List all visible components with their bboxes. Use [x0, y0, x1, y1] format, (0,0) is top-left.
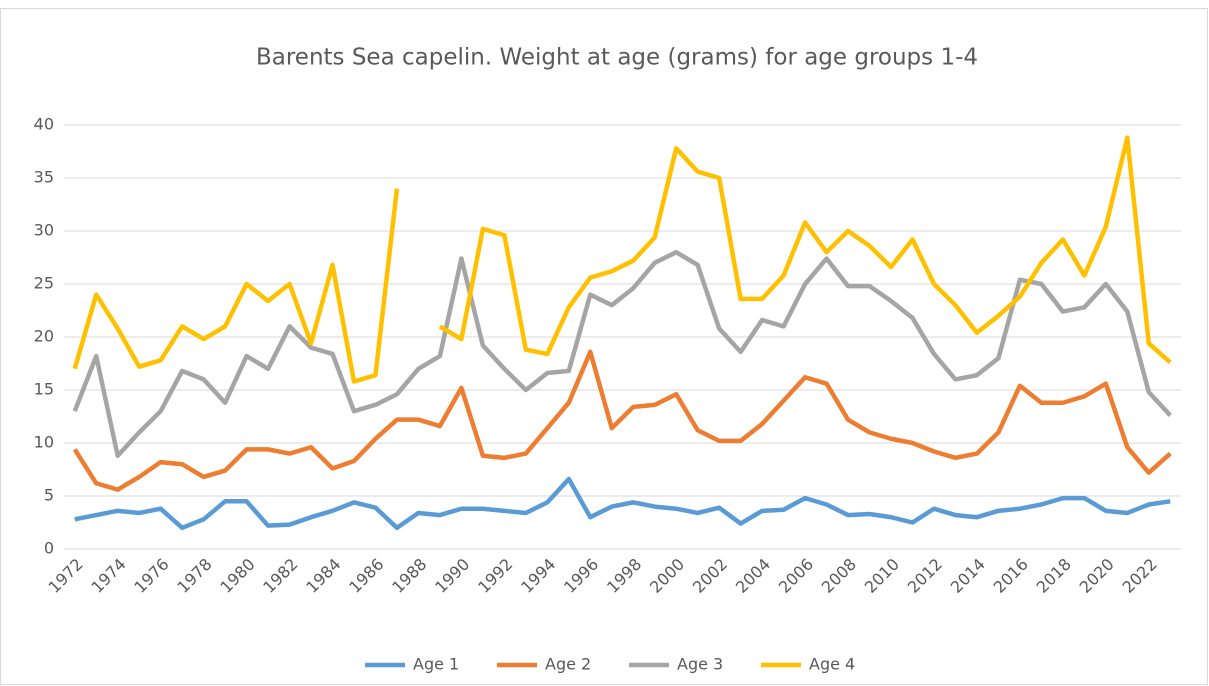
legend-label: Age 3 — [677, 655, 723, 674]
series-line — [72, 249, 1172, 458]
y-tick-label: 35 — [34, 168, 54, 187]
y-tick-label: 30 — [34, 221, 54, 240]
legend-label: Age 2 — [545, 655, 591, 674]
y-tick-label: 25 — [34, 274, 54, 293]
y-tick-label: 40 — [34, 115, 54, 134]
legend-label: Age 1 — [413, 655, 459, 674]
series-line — [72, 349, 1172, 492]
y-tick-label: 10 — [34, 433, 54, 452]
series-line — [72, 135, 1172, 384]
chart-border — [0, 8, 1208, 685]
y-tick-label: 20 — [34, 327, 54, 346]
y-tick-label: 15 — [34, 380, 54, 399]
legend-label: Age 4 — [809, 655, 855, 674]
series-line — [74, 476, 1171, 531]
chart-title: Barents Sea capelin. Weight at age (gram… — [256, 45, 978, 71]
y-tick-label: 5 — [44, 486, 54, 505]
y-tick-label: 0 — [44, 539, 54, 558]
